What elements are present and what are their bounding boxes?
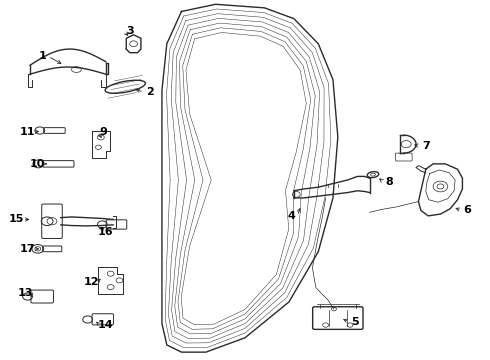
Text: 14: 14 [98, 320, 114, 330]
Text: 5: 5 [351, 317, 359, 327]
Text: 15: 15 [9, 215, 24, 224]
Text: 6: 6 [464, 206, 471, 216]
Text: 4: 4 [288, 211, 295, 221]
Text: 17: 17 [20, 244, 35, 254]
Text: 8: 8 [385, 177, 393, 187]
Text: 11: 11 [20, 127, 35, 136]
Text: 12: 12 [83, 277, 99, 287]
Text: 3: 3 [126, 26, 134, 36]
Text: 10: 10 [30, 159, 45, 169]
Text: 1: 1 [38, 51, 46, 61]
Text: 2: 2 [146, 87, 153, 97]
Text: 16: 16 [98, 227, 114, 237]
Text: 9: 9 [99, 127, 107, 136]
Text: 13: 13 [18, 288, 33, 298]
Text: 7: 7 [422, 141, 430, 151]
